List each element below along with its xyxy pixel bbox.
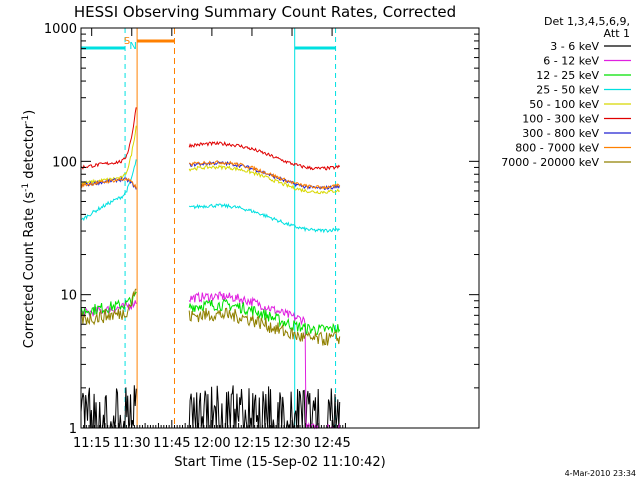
legend-header-0: Det 1,3,4,5,6,9, — [544, 15, 630, 28]
series-25-50-kev-post-saa — [188, 202, 341, 234]
series-3-6-kev-pre-saa — [80, 385, 137, 429]
flag-layer — [81, 28, 337, 428]
legend-label-8: 7000 - 20000 keV — [501, 156, 599, 169]
footer-date: 4-Mar-2010 23:34 — [565, 469, 636, 478]
annotation-saa: S — [124, 36, 130, 47]
x-tick-label-6: 12:45 — [313, 436, 350, 451]
y-axis-label-mid: detector — [22, 123, 37, 183]
series-50-100-kev-pre-saa — [80, 125, 137, 186]
plot-frame — [80, 27, 480, 429]
x-tick-label-1: 11:30 — [113, 436, 150, 451]
chart-title: HESSI Observing Summary Count Rates, Cor… — [74, 3, 456, 21]
series-7000-20000-kev-post-saa — [188, 307, 341, 346]
x-axis-label: Start Time (15-Sep-02 11:10:42) — [174, 455, 385, 470]
legend-header-1: Att 1 — [604, 27, 630, 40]
legend-label-4: 50 - 100 keV — [529, 98, 599, 111]
y-tick-label-2: 100 — [52, 155, 77, 170]
y-axis-label: Corrected Count Rate (s-1 detector-1) — [21, 110, 37, 348]
legend-label-2: 12 - 25 keV — [536, 69, 599, 82]
x-tick-label-5: 12:30 — [273, 436, 310, 451]
series-800-7000-kev-post-saa — [188, 159, 341, 190]
series-12-25-kev-post-saa — [188, 298, 341, 335]
legend-label-6: 300 - 800 keV — [522, 127, 599, 140]
annotation-night: N — [129, 41, 136, 52]
series-50-100-kev-post-saa — [188, 164, 341, 195]
y-axis-label-sup-2: -1 — [21, 115, 31, 124]
y-axis-label-end: ) — [22, 110, 37, 115]
legend: Det 1,3,4,5,6,9,Att 1 3 - 6 keV 6 - 12 keV… — [501, 15, 631, 169]
legend-label-5: 100 - 300 keV — [522, 113, 599, 126]
series-3-6-kev-post-saa — [188, 385, 341, 429]
x-tick-label-3: 12:00 — [193, 436, 230, 451]
y-tick-label-0: 1 — [69, 422, 77, 437]
series-layer — [80, 107, 341, 430]
x-tick-label-2: 11:45 — [153, 436, 190, 451]
series-7000-20000-kev-pre-saa — [80, 288, 137, 326]
series-6-12-kev-pre-saa — [80, 300, 137, 318]
legend-label-7: 800 - 7000 keV — [515, 142, 599, 155]
series-100-300-kev-pre-saa — [80, 107, 137, 170]
series-25-50-kev-pre-saa — [80, 159, 137, 222]
legend-label-1: 6 - 12 keV — [543, 55, 599, 68]
annotation-layer: NS — [124, 36, 137, 52]
y-tick-label-3: 1000 — [44, 22, 77, 37]
x-tick-label-0: 11:15 — [73, 436, 110, 451]
legend-label-3: 25 - 50 keV — [536, 84, 599, 97]
y-tick-label-1: 10 — [60, 289, 77, 304]
series-300-800-kev-post-saa — [188, 160, 341, 191]
series-800-7000-kev-pre-saa — [80, 177, 137, 189]
tick-layer: 11:15 11:30 11:45 12:00 12:15 12:30 12:45 1 10 10… — [44, 22, 479, 451]
legend-label-0: 3 - 6 keV — [550, 40, 599, 53]
y-axis-label-sup-1: -1 — [21, 183, 31, 192]
series-100-300-kev-post-saa — [188, 140, 341, 171]
x-tick-label-4: 12:15 — [233, 436, 270, 451]
y-axis-label-main: Corrected Count Rate (s — [22, 192, 37, 349]
